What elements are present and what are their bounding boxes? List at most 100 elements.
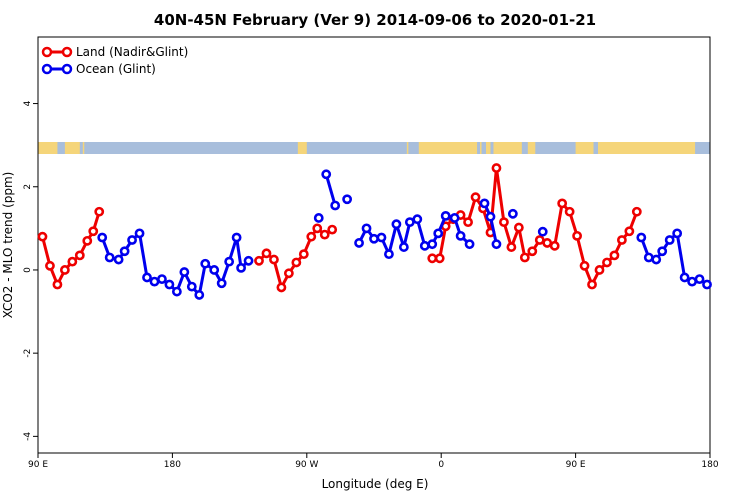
data-point xyxy=(564,206,575,217)
data-point xyxy=(82,235,93,246)
x-tick-label: 90 E xyxy=(566,460,586,470)
data-point xyxy=(664,235,675,245)
data-point xyxy=(97,232,108,243)
data-point xyxy=(464,239,475,250)
data-point xyxy=(609,250,620,261)
data-point xyxy=(171,286,182,297)
data-point xyxy=(534,235,545,245)
data-point xyxy=(434,253,445,264)
data-point xyxy=(479,198,490,209)
y-tick-label: 4 xyxy=(23,100,33,106)
data-point xyxy=(651,254,662,265)
data-point xyxy=(594,265,605,275)
legend-marker-land xyxy=(61,46,73,58)
land-band xyxy=(297,142,307,154)
data-point xyxy=(404,217,415,228)
data-point xyxy=(672,228,683,239)
land-band xyxy=(82,142,85,154)
x-tick-label: 90 W xyxy=(295,460,318,470)
data-point xyxy=(194,290,205,300)
data-point xyxy=(602,257,612,268)
data-point xyxy=(243,255,254,266)
data-point xyxy=(361,223,372,234)
data-point xyxy=(313,213,324,223)
land-band xyxy=(575,142,594,154)
data-point xyxy=(513,222,524,233)
data-point xyxy=(506,242,517,252)
data-point xyxy=(687,276,697,287)
data-point xyxy=(376,232,387,243)
data-point xyxy=(330,200,341,211)
data-point xyxy=(507,208,518,219)
data-point xyxy=(254,255,264,266)
data-point xyxy=(485,211,496,222)
data-point xyxy=(200,258,211,269)
y-axis-label: XCO2 - MLO trend (ppm) xyxy=(1,172,15,319)
data-point xyxy=(134,228,145,239)
y-tick-label: -4 xyxy=(23,432,33,441)
data-point xyxy=(354,238,364,248)
data-point xyxy=(537,226,548,237)
land-band xyxy=(406,142,409,154)
data-point xyxy=(419,240,430,251)
y-tick-label: 0 xyxy=(23,267,33,273)
data-point xyxy=(702,279,712,290)
land-band xyxy=(527,142,536,154)
data-point xyxy=(319,229,330,240)
ocean-band xyxy=(38,142,710,154)
series-land xyxy=(37,163,642,293)
data-point xyxy=(269,254,279,265)
y-tick-label: -2 xyxy=(23,349,33,358)
data-point xyxy=(261,248,272,259)
data-point xyxy=(113,254,124,265)
data-point xyxy=(440,210,451,221)
data-point xyxy=(164,279,175,290)
chart-title: 40N-45N February (Ver 9) 2014-09-06 to 2… xyxy=(154,11,596,29)
x-tick-label: 90 E xyxy=(28,460,48,470)
data-point xyxy=(298,249,309,260)
land-band xyxy=(418,142,478,154)
data-point xyxy=(157,274,167,285)
data-point xyxy=(491,163,502,173)
data-point xyxy=(398,242,409,252)
data-point xyxy=(557,198,568,209)
data-point xyxy=(59,265,70,275)
data-point xyxy=(276,282,287,293)
data-point xyxy=(224,256,235,267)
y-tick-label: 2 xyxy=(23,184,33,190)
data-point xyxy=(179,267,190,277)
land-band xyxy=(598,142,696,154)
series-layer xyxy=(37,163,712,300)
data-point xyxy=(463,217,473,228)
data-point xyxy=(37,231,48,242)
land-band xyxy=(480,142,482,154)
data-point xyxy=(283,268,294,279)
land-ocean-strip xyxy=(38,142,710,154)
land-band xyxy=(493,142,522,154)
x-tick-label: 180 xyxy=(164,460,181,470)
data-point xyxy=(587,279,597,290)
data-point xyxy=(127,235,137,245)
x-tick-label: 180 xyxy=(701,460,718,470)
data-point xyxy=(455,230,466,241)
data-point xyxy=(45,260,55,271)
data-point xyxy=(74,250,85,261)
legend-label-ocean: Ocean (Glint) xyxy=(76,62,156,76)
x-axis-label: Longitude (deg E) xyxy=(322,477,429,491)
data-point xyxy=(327,224,338,235)
land-band xyxy=(38,142,58,154)
data-point xyxy=(291,257,302,268)
data-point xyxy=(449,213,460,223)
data-point xyxy=(142,272,152,283)
data-point xyxy=(427,253,438,264)
data-point xyxy=(52,279,63,290)
data-point xyxy=(519,252,530,263)
data-point xyxy=(636,232,647,243)
data-point xyxy=(391,219,402,230)
series-ocean xyxy=(97,169,712,300)
x-axis: 90 E 180 90 W 0 90 E 180 xyxy=(28,453,719,470)
data-point xyxy=(694,274,705,285)
land-band xyxy=(64,142,80,154)
data-point xyxy=(312,223,323,234)
